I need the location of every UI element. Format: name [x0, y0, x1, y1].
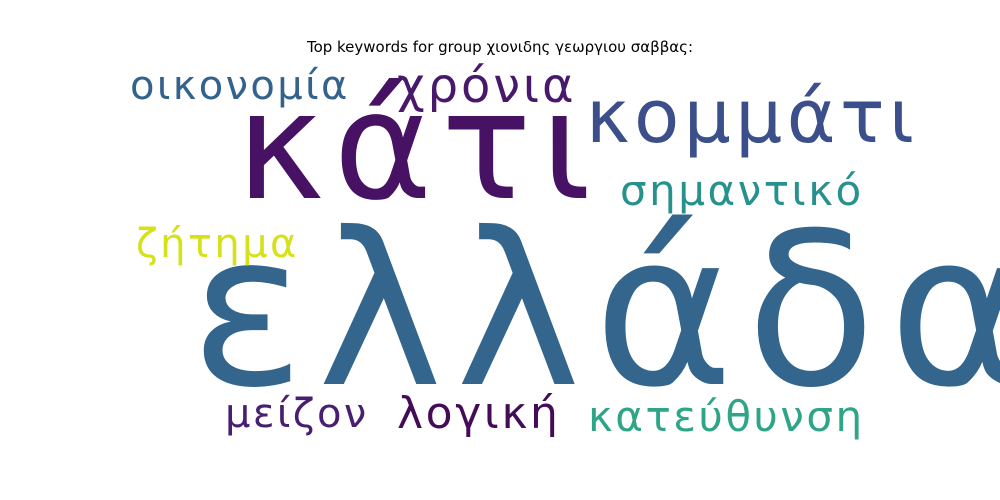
word-logiki: λογική: [397, 388, 561, 439]
word-zitima: ζήτημα: [136, 221, 299, 267]
word-oikonomia: οικονομία: [130, 63, 350, 109]
word-simantiko: σημαντικό: [620, 166, 864, 215]
word-meizon: μείζον: [225, 391, 369, 437]
word-kati: κάτι: [236, 60, 601, 234]
word-kateuthynsi: κατεύθυνση: [588, 392, 865, 441]
chart-title: Top keywords for group χιονιδης γεωργιου…: [306, 38, 694, 56]
word-kommati: κομμάτι: [586, 74, 919, 160]
word-chronia: χρόνια: [397, 58, 577, 114]
word-ellada: ελλάδα: [190, 187, 1000, 434]
